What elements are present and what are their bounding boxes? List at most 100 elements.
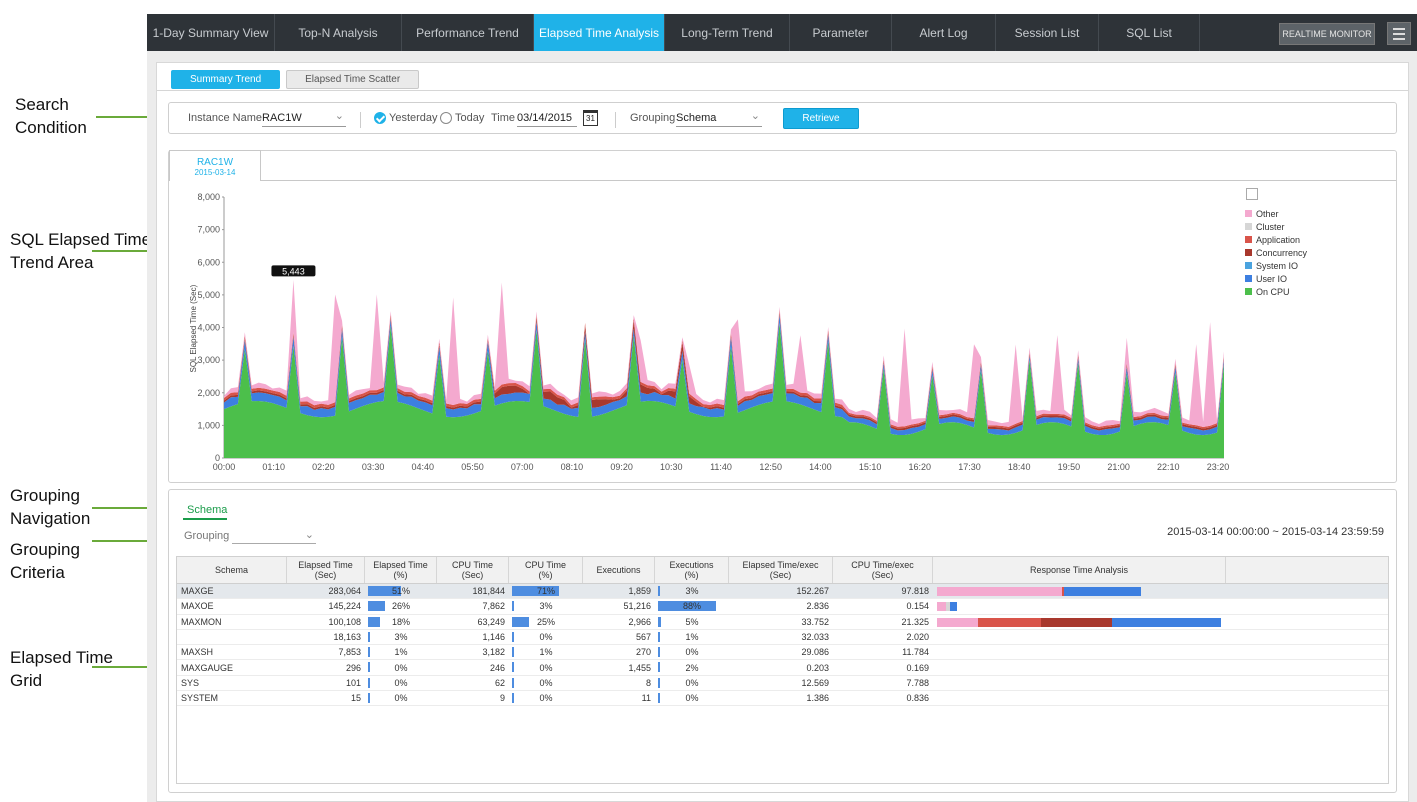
percent-label: 0% — [394, 693, 408, 704]
instance-name-select[interactable]: RAC1W ⌄ — [262, 110, 346, 127]
nav-tab-elapsed-time-analysis[interactable]: Elapsed Time Analysis — [534, 14, 665, 51]
table-row[interactable]: MAXGAUGE 296 0% 246 0% 1,455 2% 0.203 0.169 — [177, 660, 1388, 676]
separator — [360, 112, 361, 128]
cell-schema: MAXGAUGE — [181, 662, 234, 673]
cell-cpu-per-exec: 21.325 — [901, 616, 929, 627]
hamburger-menu-icon[interactable] — [1387, 22, 1411, 45]
percent-label: 3% — [394, 632, 408, 643]
time-date-input[interactable]: 03/14/2015 — [517, 112, 577, 127]
percent-bar — [658, 662, 660, 673]
table-row[interactable]: SYSTEM 15 0% 9 0% 11 0% 1.386 0.836 — [177, 691, 1388, 707]
legend-swatch — [1245, 262, 1252, 269]
percent-label: 71% — [536, 586, 555, 597]
percent-bar — [368, 631, 370, 642]
subtab-elapsed-time-scatter[interactable]: Elapsed Time Scatter — [286, 70, 420, 89]
table-row[interactable]: SYS 101 0% 62 0% 8 0% 12.569 7.788 — [177, 676, 1388, 692]
legend-item[interactable]: User IO — [1245, 272, 1307, 285]
cell-elapsed-per-exec: 33.752 — [801, 616, 829, 627]
percent-label: 26% — [391, 601, 410, 612]
chevron-down-icon: ⌄ — [334, 110, 344, 122]
cell-response-time-analysis — [933, 676, 1226, 690]
cell-executions: 11 — [641, 693, 651, 704]
column-header[interactable]: Elapsed Time (Sec) — [287, 557, 365, 583]
column-header[interactable]: Elapsed Time/exec (Sec) — [729, 557, 833, 583]
column-header[interactable]: Executions — [583, 557, 655, 583]
legend-item[interactable]: System IO — [1245, 259, 1307, 272]
y-tick-label: 2,000 — [197, 388, 220, 398]
legend-swatch — [1245, 288, 1252, 295]
cell-response-time-analysis — [933, 584, 1226, 598]
percent-label: 51% — [391, 586, 410, 597]
table-row[interactable]: MAXOE 145,224 26% 7,862 3% 51,216 88% 2.836 0.15… — [177, 599, 1388, 615]
cell-cpu-pct: 25% — [509, 615, 583, 629]
cell-cpu-pct: 0% — [509, 691, 583, 705]
nav-tab-top-n[interactable]: Top-N Analysis — [275, 14, 402, 51]
cell-cpu-time: 3,182 — [482, 647, 505, 658]
percent-label: 88% — [682, 601, 701, 612]
legend-swatch — [1245, 223, 1252, 230]
grouping-nav-tab-schema[interactable]: Schema — [187, 504, 228, 516]
legend-item[interactable]: Cluster — [1245, 220, 1307, 233]
table-row[interactable]: MAXSH 7,853 1% 3,182 1% 270 0% 29.086 11.784 — [177, 645, 1388, 661]
nav-tab-long-term-trend[interactable]: Long-Term Trend — [665, 14, 790, 51]
retrieve-button[interactable]: Retrieve — [783, 108, 859, 129]
cell-elapsed-per-exec: 1.386 — [806, 693, 829, 704]
nav-tab-parameter[interactable]: Parameter — [790, 14, 892, 51]
annotation-elapsed-grid: Elapsed Time Grid — [10, 648, 113, 690]
percent-bar — [512, 601, 514, 612]
nav-tab-sql-list[interactable]: SQL List — [1099, 14, 1200, 51]
column-header[interactable]: Elapsed Time (%) — [365, 557, 437, 583]
sub-tabs: Summary Trend Elapsed Time Scatter — [171, 70, 420, 89]
cell-elapsed-time: 101 — [345, 677, 361, 688]
cell-elapsed-per-exec: 0.203 — [806, 662, 829, 673]
column-header[interactable]: CPU Time (%) — [509, 557, 583, 583]
nav-tab-1-day-summary[interactable]: 1-Day Summary View — [147, 14, 275, 51]
percent-bar — [658, 586, 660, 596]
cell-cpu-per-exec: 0.154 — [906, 601, 929, 612]
instance-tab-rac1w[interactable]: RAC1W 2015-03-14 — [169, 150, 261, 181]
column-header[interactable]: Schema — [177, 557, 287, 583]
cell-executions-pct: 5% — [655, 615, 729, 629]
legend-label: Application — [1256, 234, 1301, 245]
x-tick-label: 16:20 — [909, 462, 932, 472]
percent-bar — [658, 601, 717, 612]
table-row[interactable]: 18,163 3% 1,146 0% 567 1% 32.033 2.020 — [177, 630, 1388, 646]
grouping-select[interactable]: Schema ⌄ — [676, 110, 762, 127]
legend-item[interactable]: Application — [1245, 233, 1307, 246]
legend-item[interactable]: On CPU — [1245, 285, 1307, 298]
cell-executions-pct: 88% — [655, 599, 729, 613]
legend-item[interactable]: Other — [1245, 207, 1307, 220]
cell-schema: MAXGE — [181, 586, 214, 597]
calendar-icon[interactable]: 31 — [583, 110, 598, 126]
yesterday-radio[interactable] — [374, 112, 386, 124]
column-header[interactable]: Response Time Analysis — [933, 557, 1226, 583]
column-header[interactable]: CPU Time/exec (Sec) — [833, 557, 933, 583]
grouping-criteria-select[interactable]: ⌄ — [232, 529, 316, 544]
cell-elapsed-per-exec: 12.569 — [801, 677, 829, 688]
subtab-summary-trend[interactable]: Summary Trend — [171, 70, 281, 89]
table-row[interactable]: MAXGE 283,064 51% 181,844 71% 1,859 3% 152.267 9… — [177, 584, 1388, 600]
column-header[interactable]: Executions (%) — [655, 557, 729, 583]
today-radio[interactable] — [440, 112, 452, 124]
realtime-monitor-button[interactable]: REALTIME MONITOR — [1279, 23, 1375, 45]
app-window: 1-Day Summary View Top-N Analysis Perfor… — [147, 14, 1417, 802]
legend-item[interactable]: Concurrency — [1245, 246, 1307, 259]
legend-toggle-icon[interactable] — [1246, 188, 1258, 200]
percent-bar — [512, 677, 514, 688]
x-tick-label: 11:40 — [710, 462, 732, 472]
percent-bar — [658, 677, 660, 688]
cell-cpu-time: 9 — [499, 693, 505, 704]
nav-tab-session-list[interactable]: Session List — [996, 14, 1099, 51]
cell-cpu-time: 181,844 — [472, 586, 505, 597]
nav-tab-alert-log[interactable]: Alert Log — [892, 14, 996, 51]
elapsed-time-area-chart[interactable]: 8,000 7,000 6,000 5,000 4,000 3,000 2,000 1,000… — [169, 151, 1239, 481]
x-tick-label: 10:30 — [660, 462, 683, 472]
yesterday-label: Yesterday — [389, 112, 438, 124]
cell-elapsed-time: 145,224 — [328, 601, 361, 612]
column-header[interactable]: CPU Time (Sec) — [437, 557, 509, 583]
nav-tab-performance-trend[interactable]: Performance Trend — [402, 14, 534, 51]
table-row[interactable]: MAXMON 100,108 18% 63,249 25% 2,966 5% 33.752 21… — [177, 615, 1388, 630]
cell-response-time-analysis — [933, 691, 1226, 705]
elapsed-time-grid-area: Schema Grouping ⌄ 2015-03-14 00:00:00 ~ … — [168, 489, 1397, 793]
y-tick-label: 7,000 — [197, 225, 220, 235]
